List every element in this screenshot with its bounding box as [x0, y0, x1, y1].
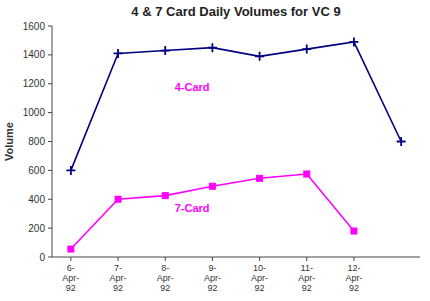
marker — [257, 175, 263, 181]
y-tick — [48, 199, 52, 200]
marker — [66, 166, 75, 175]
x-tick-label-line: Apr- — [157, 273, 174, 283]
x-tick-label-line: Apr- — [345, 273, 362, 283]
x-tick-label-line: 8- — [161, 263, 169, 273]
y-axis-label: Volume — [3, 122, 15, 161]
x-tick — [118, 257, 119, 261]
x-tick-label-line: 92 — [255, 283, 265, 293]
x-tick-label: 11-Apr-92 — [298, 263, 315, 293]
x-tick-label-line: 92 — [302, 283, 312, 293]
x-tick-label-line: Apr- — [204, 273, 221, 283]
marker — [162, 193, 168, 199]
marker — [68, 246, 74, 252]
x-tick — [259, 257, 260, 261]
marker — [114, 49, 123, 58]
x-tick — [212, 257, 213, 261]
x-tick-label-line: 10- — [253, 263, 266, 273]
series-line — [71, 42, 401, 170]
x-tick-label-line: 11- — [301, 263, 313, 273]
y-tick-label: 1600 — [23, 21, 46, 32]
y-tick — [48, 257, 52, 258]
x-tick-label-line: 92 — [113, 283, 123, 293]
y-axis — [52, 26, 53, 257]
plot-area — [66, 37, 405, 252]
marker — [255, 52, 264, 61]
chart: 4 & 7 Card Daily Volumes for VC 9 Volume 0… — [0, 0, 430, 301]
x-tick-label-line: 92 — [66, 283, 76, 293]
x-tick-label: 9-Apr-92 — [204, 263, 221, 293]
y-tick-label: 800 — [28, 136, 45, 147]
x-tick-label-line: 12- — [347, 263, 360, 273]
y-tick — [48, 141, 52, 142]
y-tick — [48, 228, 52, 229]
y-tick-label: 200 — [28, 223, 45, 234]
x-tick-label-line: Apr- — [251, 273, 268, 283]
y-tick — [48, 54, 52, 55]
x-tick-label: 12-Apr-92 — [345, 263, 362, 293]
y-tick-label: 0 — [39, 252, 45, 263]
marker — [115, 196, 121, 202]
title: 4 & 7 Card Daily Volumes for VC 9 — [131, 4, 340, 19]
x-tick — [70, 257, 71, 261]
x-tick-label: 10-Apr-92 — [251, 263, 268, 293]
y-tick — [48, 170, 52, 171]
x-axis — [52, 257, 420, 258]
x-tick-label-line: 6- — [67, 263, 75, 273]
y-tick — [48, 83, 52, 84]
marker — [209, 183, 215, 189]
y-tick — [48, 112, 52, 113]
x-tick-label-line: 92 — [160, 283, 170, 293]
x-tick-label-line: 92 — [207, 283, 217, 293]
x-tick-label-line: 7- — [114, 263, 122, 273]
x-tick-label: 6-Apr-92 — [62, 263, 79, 293]
x-tick-label-line: 9- — [208, 263, 216, 273]
annotation: 7-Card — [175, 202, 210, 214]
y-tick — [48, 26, 52, 27]
x-tick — [353, 257, 354, 261]
marker — [349, 37, 358, 46]
y-tick-label: 1200 — [23, 78, 46, 89]
x-tick-label: 7-Apr-92 — [110, 263, 127, 293]
x-tick-label-line: Apr- — [62, 273, 79, 283]
marker — [397, 137, 406, 146]
marker — [161, 46, 170, 55]
y-tick-label: 1000 — [23, 107, 46, 118]
x-tick — [306, 257, 307, 261]
series-line — [71, 174, 354, 249]
y-tick-label: 600 — [28, 165, 45, 176]
marker — [302, 45, 311, 54]
x-tick-label-line: Apr- — [110, 273, 127, 283]
x-tick-label: 8-Apr-92 — [157, 263, 174, 293]
annotation: 4-Card — [175, 81, 210, 93]
marker — [208, 43, 217, 52]
y-tick-label: 1400 — [23, 49, 46, 60]
x-tick-label-line: Apr- — [298, 273, 315, 283]
marker — [304, 171, 310, 177]
x-tick-label-line: 92 — [349, 283, 359, 293]
x-tick — [165, 257, 166, 261]
y-tick-label: 400 — [28, 194, 45, 205]
marker — [351, 228, 357, 234]
